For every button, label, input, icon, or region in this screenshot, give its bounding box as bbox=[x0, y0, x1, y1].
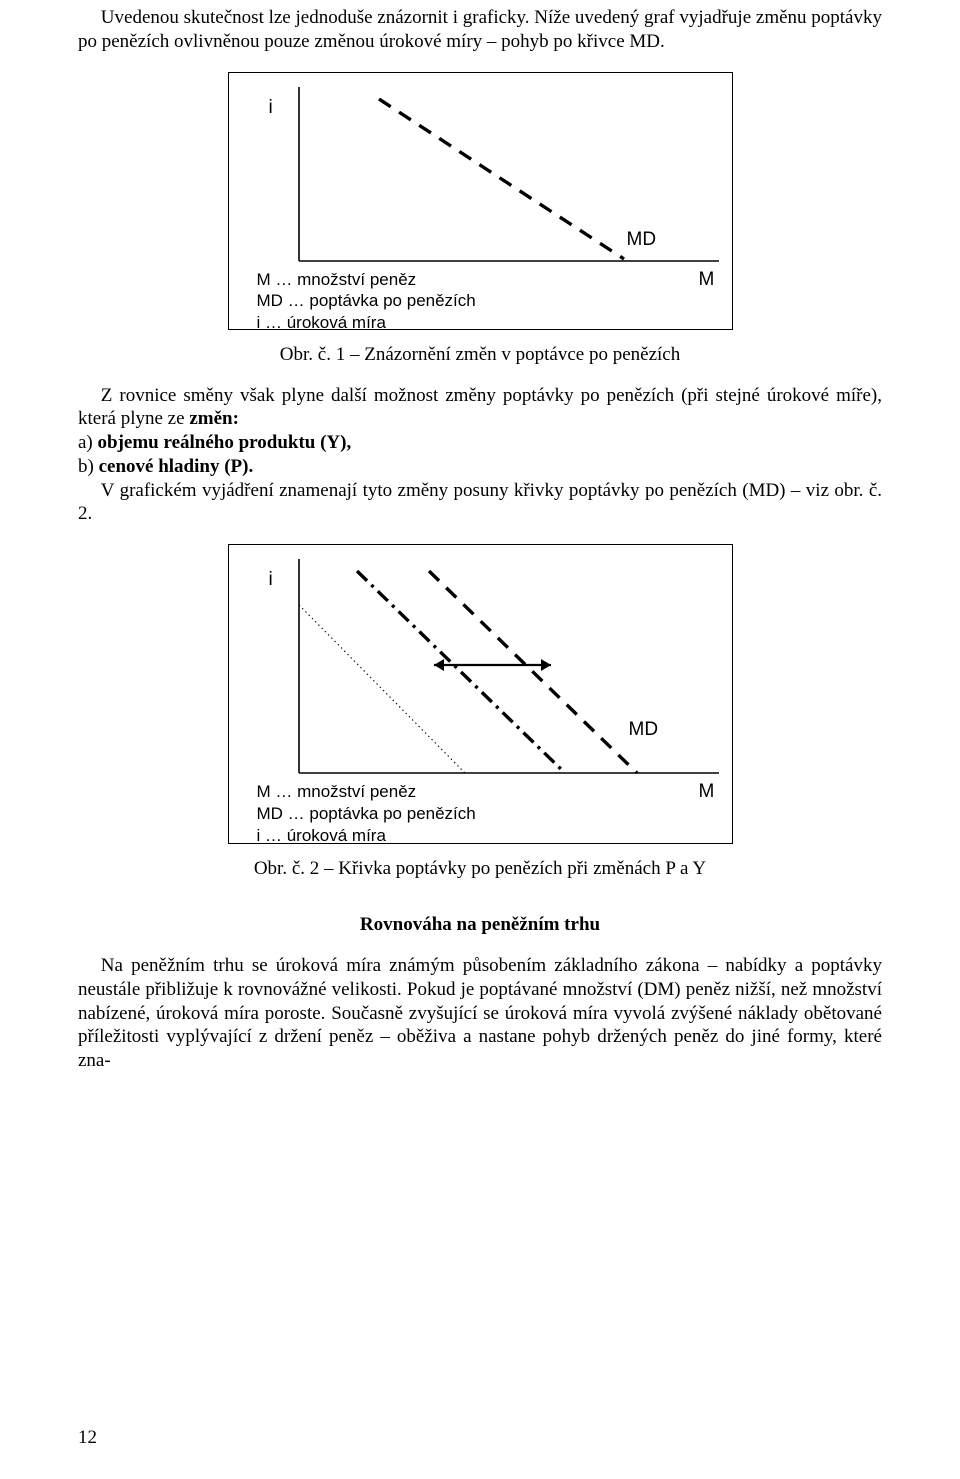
fig1-md-curve bbox=[379, 99, 624, 259]
fig1-legend-line-3: i … úroková míra bbox=[257, 312, 476, 334]
fig1-legend-line-2: MD … poptávka po penězích bbox=[257, 290, 476, 312]
paragraph-equilibrium: Na peněžním trhu se úroková míra známým … bbox=[78, 954, 882, 1073]
fig2-legend-line-1: M … množství peněz bbox=[257, 781, 476, 803]
paragraph-intro: Uvedenou skutečnost lze jednoduše znázor… bbox=[78, 6, 882, 54]
fig1-label-m: M bbox=[699, 269, 715, 291]
fig1-label-md: MD bbox=[627, 229, 657, 251]
fig2-legend-line-3: i … úroková míra bbox=[257, 825, 476, 847]
fig2-arrow-head-left bbox=[434, 659, 444, 671]
list-a-label: a) bbox=[78, 432, 98, 453]
fig2-label-md: MD bbox=[629, 719, 659, 741]
fig2-legend-line-2: MD … poptávka po penězích bbox=[257, 803, 476, 825]
fig2-legend: M … množství peněz MD … poptávka po peně… bbox=[257, 781, 476, 846]
list-item-b: b) cenové hladiny (P). bbox=[78, 455, 882, 479]
fig2-label-m: M bbox=[699, 781, 715, 803]
section-title-equilibrium: Rovnováha na peněžním trhu bbox=[78, 914, 882, 936]
figure-2-caption: Obr. č. 2 – Křivka poptávky po penězích … bbox=[78, 858, 882, 880]
fig1-label-i: i bbox=[269, 97, 273, 119]
fig2-dotted-curve bbox=[299, 605, 465, 773]
paragraph-equation-implication: Z rovnice směny však plyne další možnost… bbox=[78, 384, 882, 432]
page-number: 12 bbox=[78, 1427, 97, 1449]
page: Uvedenou skutečnost lze jednoduše znázor… bbox=[0, 6, 960, 1479]
figure-1-caption: Obr. č. 1 – Znázornění změn v poptávce p… bbox=[78, 344, 882, 366]
list-b-bold: cenové hladiny (P). bbox=[99, 456, 254, 477]
fig1-legend-line-1: M … množství peněz bbox=[257, 269, 476, 291]
fig1-legend: M … množství peněz MD … poptávka po peně… bbox=[257, 269, 476, 334]
figure-1-box: i MD M M … množství peněz MD … poptávka … bbox=[228, 72, 733, 330]
para2-span-bold: změn: bbox=[189, 408, 239, 429]
list-item-a: a) objemu reálného produktu (Y), bbox=[78, 431, 882, 455]
figure-2-box: i MD M M … množství peněz MD … poptávka … bbox=[228, 544, 733, 844]
list-b-label: b) bbox=[78, 456, 99, 477]
list-a-bold: objemu reálného produktu (Y), bbox=[98, 432, 352, 453]
fig2-label-i: i bbox=[269, 569, 273, 591]
fig2-arrow-head-right bbox=[541, 659, 551, 671]
paragraph-graphical: V grafickém vyjádření znamenají tyto změ… bbox=[78, 479, 882, 527]
